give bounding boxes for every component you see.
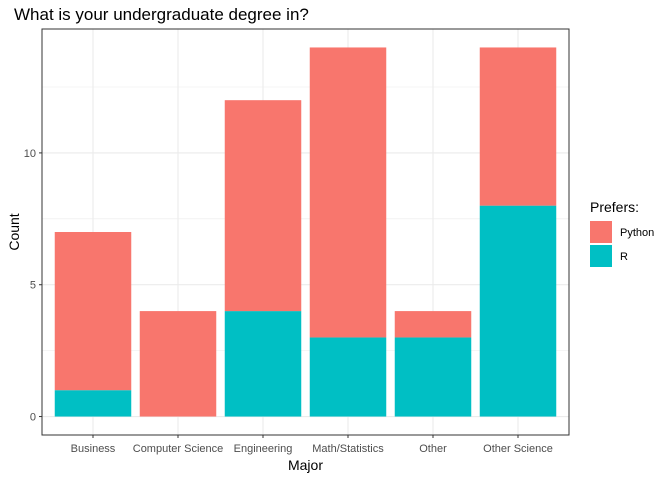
legend-key-python [590,221,612,243]
x-tick-label: Engineering [234,443,293,455]
y-tick-label: 0 [30,412,36,424]
y-tick-label: 10 [24,148,36,160]
bar-r-engineering [224,311,302,417]
legend-label-python: Python [620,227,654,239]
legend-title: Prefers: [590,199,639,215]
bar-r-business [54,390,132,417]
y-tick-label: 5 [30,280,36,292]
x-tick-label: Computer Science [133,443,224,455]
y-axis: 0 5 10 [24,148,42,424]
x-axis-title: Major [288,457,323,473]
legend-label-r: R [620,251,628,263]
legend-key-r [590,245,612,267]
bar-python-business [54,232,132,391]
bar-python-other [394,311,472,338]
legend: Prefers: Python R [590,199,654,267]
bar-r-other [394,337,472,417]
x-tick-label: Other Science [483,443,553,455]
x-tick-label: Math/Statistics [312,443,384,455]
bars [54,47,557,417]
bar-r-math-statistics [309,337,387,417]
bar-r-other-science [479,205,557,417]
x-tick-label: Business [71,443,116,455]
x-axis: Business Computer Science Engineering Math/… [71,435,553,455]
bar-python-engineering [224,100,302,312]
bar-python-math-statistics [309,47,387,338]
y-axis-title: Count [6,213,22,250]
plot-border [41,28,570,436]
bar-python-computer-science [139,311,217,417]
bar-python-other-science [479,47,557,206]
chart-title: What is your undergraduate degree in? [14,5,309,24]
x-tick-label: Other [419,443,447,455]
